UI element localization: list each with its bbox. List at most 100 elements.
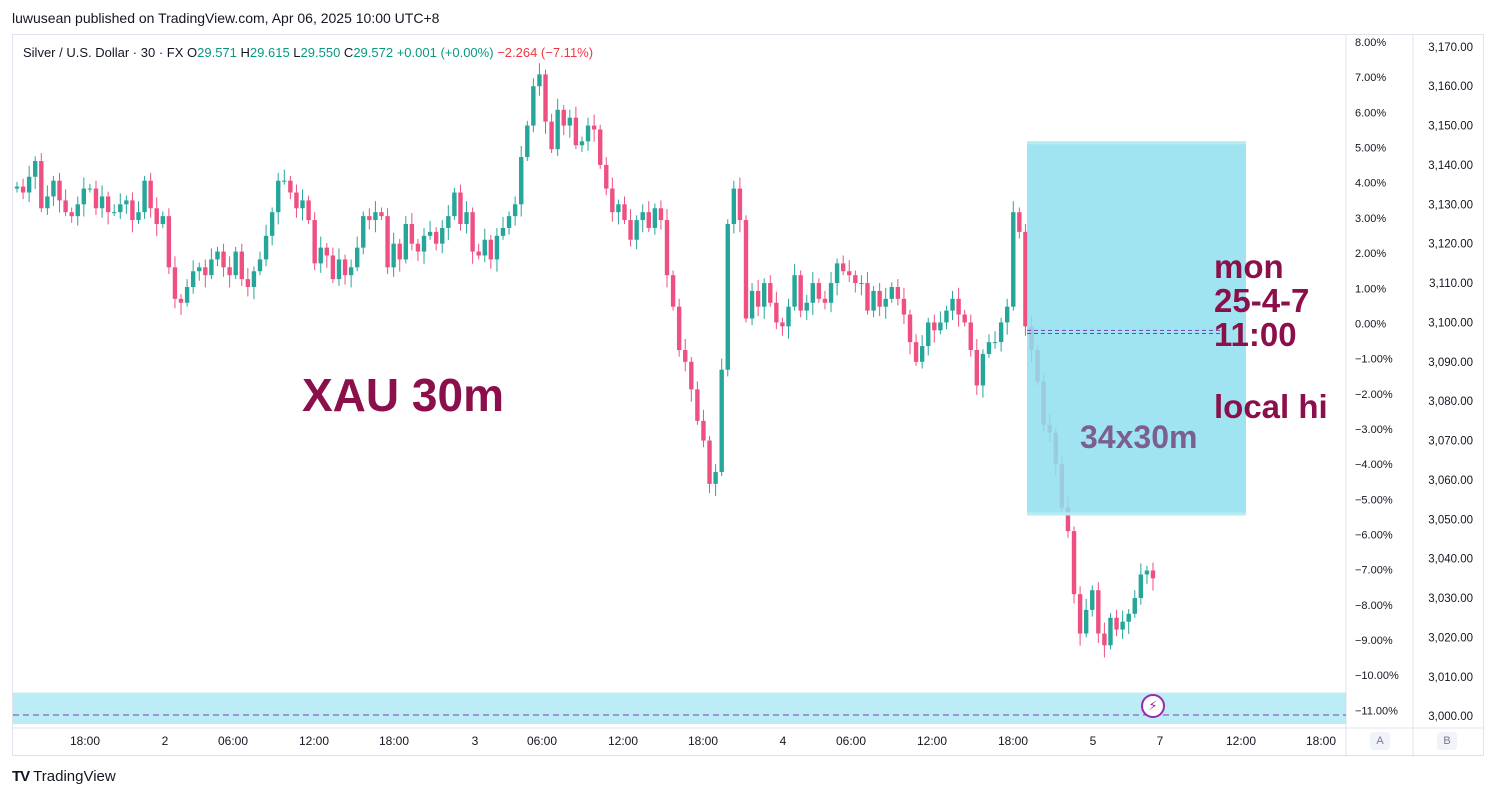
symbol-name[interactable]: Silver / U.S. Dollar · 30 · FX bbox=[23, 45, 184, 60]
candle-body bbox=[197, 267, 202, 272]
pct-tick-label: −5.00% bbox=[1355, 494, 1393, 506]
candle-body bbox=[14, 186, 20, 189]
candle-body bbox=[209, 259, 214, 276]
candle-body bbox=[998, 322, 1004, 343]
candle-body bbox=[294, 192, 299, 209]
time-tick-label: 4 bbox=[780, 734, 787, 748]
time-tick-label: 18:00 bbox=[1306, 734, 1336, 748]
candle-body bbox=[99, 196, 105, 209]
candle-body bbox=[93, 188, 99, 209]
candle-body bbox=[63, 200, 68, 213]
candle-body bbox=[932, 322, 937, 331]
candle-body bbox=[276, 180, 281, 213]
price-tick-label: 3,050.00 bbox=[1428, 514, 1473, 526]
candle-body bbox=[81, 188, 87, 205]
footer: TV TradingView bbox=[12, 768, 116, 785]
candle-body bbox=[245, 279, 251, 287]
scale-b-badge[interactable]: B bbox=[1437, 732, 1457, 750]
candle-body bbox=[282, 180, 287, 182]
candle-body bbox=[33, 161, 38, 177]
candle-body bbox=[938, 322, 943, 331]
candle-body bbox=[233, 251, 238, 276]
price-tick-label: 3,080.00 bbox=[1428, 396, 1473, 408]
candle-body bbox=[519, 157, 524, 205]
candle-body bbox=[992, 342, 998, 344]
candle-body bbox=[622, 204, 627, 221]
candle-body bbox=[755, 290, 761, 307]
candle-body bbox=[1132, 598, 1137, 614]
pct-tick-label: −4.00% bbox=[1355, 459, 1393, 471]
candle-body bbox=[39, 161, 44, 209]
close-value: 29.572 bbox=[353, 45, 394, 60]
pct-tick-label: 1.00% bbox=[1355, 283, 1386, 295]
candle-body bbox=[20, 186, 26, 193]
candle-body bbox=[45, 196, 50, 209]
candle-body bbox=[877, 290, 882, 307]
note-line: mon bbox=[1214, 248, 1284, 285]
pct-tick-label: 4.00% bbox=[1355, 178, 1386, 190]
candle-body bbox=[385, 216, 390, 268]
candle-body bbox=[670, 275, 676, 307]
price-tick-label: 3,060.00 bbox=[1428, 475, 1473, 487]
price-tick-label: 3,110.00 bbox=[1429, 278, 1473, 290]
pct-tick-label: −9.00% bbox=[1355, 635, 1393, 647]
candle-body bbox=[597, 129, 603, 165]
candle-body bbox=[591, 125, 597, 130]
candle-body bbox=[986, 342, 992, 354]
scale-a-badge[interactable]: A bbox=[1370, 732, 1390, 750]
candle-body bbox=[859, 283, 864, 285]
candle-body bbox=[847, 271, 852, 276]
candle-body bbox=[853, 275, 858, 284]
candle-body bbox=[288, 180, 293, 193]
candle-body bbox=[148, 180, 153, 209]
candle-body bbox=[1071, 531, 1077, 595]
candle-body bbox=[312, 220, 317, 264]
candle-body bbox=[664, 220, 670, 276]
chart-annotation-title: XAU 30m bbox=[302, 369, 504, 421]
candle-body bbox=[1144, 570, 1150, 575]
candle-body bbox=[762, 283, 767, 307]
candle-body bbox=[974, 350, 980, 386]
pct-tick-label: −10.00% bbox=[1355, 670, 1399, 682]
candle-body bbox=[883, 298, 888, 307]
candle-body bbox=[585, 125, 591, 142]
pct-tick-label: −7.00% bbox=[1355, 565, 1393, 577]
candle-body bbox=[1108, 617, 1113, 646]
candle-body bbox=[1005, 306, 1010, 323]
candle-body bbox=[968, 322, 973, 350]
price-tick-label: 3,090.00 bbox=[1428, 357, 1473, 369]
candle-body bbox=[458, 192, 463, 224]
candle-body bbox=[919, 346, 925, 362]
pct-tick-label: 8.00% bbox=[1355, 37, 1386, 49]
candle-body bbox=[543, 74, 548, 122]
candle-body bbox=[816, 283, 822, 299]
time-tick-label: 12:00 bbox=[1226, 734, 1256, 748]
candle-body bbox=[75, 204, 80, 217]
candle-body bbox=[834, 263, 840, 284]
candle-body bbox=[737, 188, 743, 221]
candle-body bbox=[470, 212, 475, 252]
candle-body bbox=[1083, 609, 1089, 634]
candle-body bbox=[1096, 590, 1101, 634]
time-tick-label: 06:00 bbox=[527, 734, 557, 748]
candle-body bbox=[57, 180, 62, 201]
candle-body bbox=[306, 200, 311, 221]
candle-body bbox=[1011, 212, 1016, 307]
price-tick-label: 3,140.00 bbox=[1428, 160, 1473, 172]
candle-body bbox=[658, 208, 664, 221]
lightning-icon[interactable]: ⚡ bbox=[1141, 694, 1165, 718]
candle-body bbox=[391, 243, 396, 268]
candle-body bbox=[634, 220, 639, 240]
candle-body bbox=[628, 220, 633, 240]
candle-body bbox=[397, 243, 402, 260]
candle-body bbox=[774, 302, 779, 323]
change-value: +0.001 (+0.00%) bbox=[396, 45, 494, 60]
candle-body bbox=[944, 310, 949, 323]
footer-brand[interactable]: TradingView bbox=[33, 768, 116, 785]
candle-body bbox=[689, 361, 694, 390]
candle-body bbox=[111, 212, 117, 214]
open-value: 29.571 bbox=[197, 45, 237, 60]
candle-body bbox=[178, 298, 184, 303]
candle-body bbox=[840, 263, 846, 272]
